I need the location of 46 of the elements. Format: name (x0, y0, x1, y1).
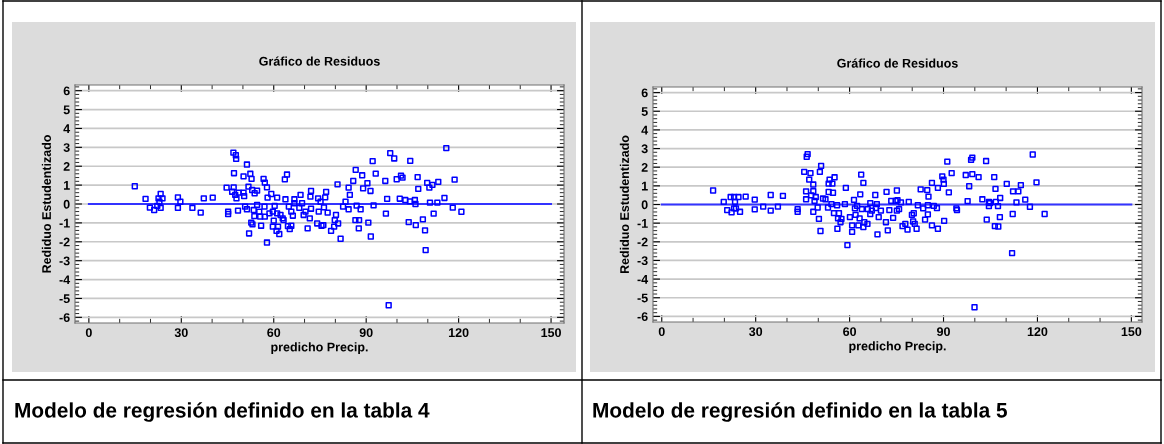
y-tick-label: 5 (641, 107, 648, 116)
x-axis-title: predicho Precip. (271, 342, 368, 354)
x-axis-title: predicho Precip. (849, 341, 946, 353)
chart-title: Gráfico de Residuos (259, 56, 380, 66)
x-tick-label: 90 (359, 328, 373, 338)
y-tick-label: -4 (637, 275, 649, 284)
y-tick-label: 3 (63, 143, 70, 152)
y-tick-label: 1 (63, 181, 70, 190)
y-tick-label: 0 (641, 200, 648, 210)
x-tick-label: 150 (541, 328, 561, 338)
y-tick-label: -2 (637, 237, 648, 247)
y-tick-label: -5 (637, 293, 648, 303)
y-axis-title: Rediduo Estudentizado (619, 135, 629, 274)
y-tick-label: -1 (637, 219, 648, 228)
y-tick-label: -3 (59, 256, 70, 266)
y-tick-label: -6 (59, 313, 70, 322)
x-tick-label: 90 (937, 327, 950, 337)
y-tick-label: 5 (63, 105, 70, 115)
y-tick-label: 6 (63, 86, 70, 96)
text: Modelo de regresión definido en la tabla 4 (15, 402, 430, 422)
y-tick-label: 2 (63, 162, 70, 171)
y-tick-label: -3 (637, 256, 648, 266)
y-tick-label: -6 (637, 312, 648, 322)
chart-title: Gráfico de Residuos (837, 58, 958, 68)
x-tick-label: 60 (843, 327, 857, 337)
y-tick-label: 4 (63, 124, 71, 133)
text: Modelo de regresión definido en la tabla 5 (593, 402, 1007, 422)
y-tick-label: 1 (641, 181, 648, 191)
x-tick-label: 150 (1121, 327, 1142, 337)
y-tick-label: 2 (641, 163, 648, 172)
x-tick-label: 120 (1027, 327, 1048, 337)
x-tick-label: 60 (267, 328, 281, 338)
y-tick-label: -4 (59, 275, 71, 285)
y-tick-label: 6 (641, 88, 648, 98)
x-tick-label: 30 (749, 327, 763, 337)
y-tick-label: 0 (63, 199, 70, 209)
x-tick-label: 120 (448, 328, 469, 338)
y-tick-label: 4 (641, 125, 649, 135)
y-tick-label: -2 (59, 237, 70, 247)
x-tick-label: 30 (174, 328, 188, 338)
x-tick-label: 0 (85, 328, 92, 338)
x-tick-label: 0 (658, 327, 665, 337)
y-axis-title: Rediduo Estudentizado (41, 135, 51, 273)
y-tick-label: -1 (59, 218, 70, 228)
y-tick-label: -5 (59, 294, 70, 304)
y-tick-label: 3 (641, 144, 648, 154)
